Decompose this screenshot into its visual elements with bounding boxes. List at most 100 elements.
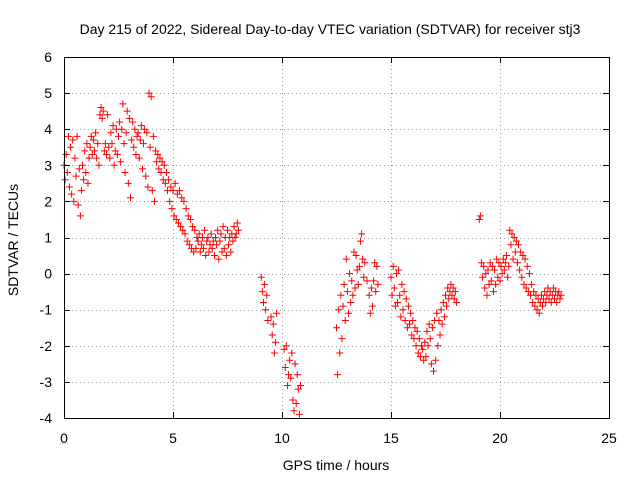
- data-point: [403, 324, 411, 332]
- data-point: [93, 154, 101, 162]
- data-point: [339, 302, 347, 310]
- data-point: [162, 169, 170, 177]
- data-point: [539, 302, 547, 310]
- data-point: [81, 147, 89, 155]
- data-point: [400, 288, 408, 296]
- data-point: [497, 262, 505, 270]
- data-point: [118, 125, 126, 133]
- data-point: [338, 335, 346, 343]
- data-point: [131, 125, 139, 133]
- data-point: [443, 302, 451, 310]
- data-point: [533, 306, 541, 314]
- data-point: [201, 226, 209, 234]
- data-point: [285, 371, 293, 379]
- data-point: [522, 284, 530, 292]
- data-point: [399, 306, 407, 314]
- data-point: [135, 154, 143, 162]
- data-point: [232, 230, 240, 238]
- data-point: [107, 129, 115, 137]
- data-point: [519, 252, 527, 260]
- data-point: [146, 143, 154, 151]
- data-point: [297, 382, 305, 390]
- data-point: [210, 252, 218, 260]
- data-point: [203, 237, 211, 245]
- data-point: [365, 291, 373, 299]
- data-point: [488, 262, 496, 270]
- data-point: [156, 154, 164, 162]
- data-point: [185, 241, 193, 249]
- data-point: [178, 194, 186, 202]
- data-point: [283, 382, 291, 390]
- data-point: [496, 277, 504, 285]
- data-point: [355, 262, 363, 270]
- data-point: [426, 335, 434, 343]
- y-tick-label: 4: [44, 121, 52, 137]
- data-point: [128, 136, 136, 144]
- data-point: [520, 280, 528, 288]
- data-point: [406, 320, 414, 328]
- data-point: [155, 165, 163, 173]
- data-point: [126, 194, 134, 202]
- data-point: [80, 176, 88, 184]
- data-point: [483, 291, 491, 299]
- data-point: [86, 143, 94, 151]
- data-point: [479, 273, 487, 281]
- data-point: [407, 309, 415, 317]
- data-point: [130, 143, 138, 151]
- data-point: [212, 234, 220, 241]
- data-point: [84, 179, 92, 187]
- data-point: [186, 215, 194, 223]
- data-point: [397, 313, 405, 321]
- data-point: [392, 270, 400, 278]
- data-point: [117, 158, 125, 166]
- y-tick-label: -1: [40, 302, 53, 318]
- data-point: [172, 215, 180, 223]
- data-point: [501, 259, 509, 267]
- data-point: [359, 255, 367, 263]
- data-point: [109, 122, 117, 130]
- data-point: [115, 132, 122, 140]
- data-point: [350, 248, 358, 256]
- data-point: [281, 363, 289, 371]
- data-point: [500, 266, 508, 274]
- data-point: [557, 291, 565, 299]
- data-point: [434, 342, 442, 350]
- data-point: [371, 259, 379, 267]
- data-point: [335, 306, 343, 314]
- data-point: [176, 187, 184, 195]
- data-point: [295, 410, 303, 418]
- y-tick-label: -2: [40, 338, 53, 354]
- data-point: [182, 205, 190, 213]
- data-point: [394, 298, 402, 306]
- data-point: [64, 132, 72, 140]
- data-point: [481, 284, 489, 292]
- data-point: [398, 280, 406, 288]
- data-point: [111, 147, 119, 155]
- data-point: [204, 234, 212, 241]
- data-point: [492, 280, 500, 288]
- data-point: [174, 219, 182, 227]
- data-point: [169, 187, 177, 195]
- data-point: [194, 237, 202, 245]
- data-point: [209, 237, 217, 245]
- data-point: [154, 150, 162, 158]
- data-point: [423, 327, 431, 335]
- data-point: [122, 129, 130, 137]
- data-point: [516, 266, 524, 274]
- data-point: [218, 248, 226, 256]
- data-point: [129, 118, 137, 126]
- data-point: [136, 136, 144, 144]
- data-point: [291, 360, 299, 368]
- data-point: [76, 212, 84, 220]
- data-point: [171, 179, 179, 187]
- x-tick-label: 5: [169, 430, 177, 446]
- data-point: [224, 226, 231, 234]
- data-point: [196, 248, 204, 256]
- data-point: [181, 230, 189, 238]
- data-point: [152, 147, 160, 155]
- data-point: [337, 291, 345, 299]
- data-point: [396, 291, 404, 299]
- data-point: [71, 154, 79, 162]
- data-point: [85, 154, 93, 162]
- data-point: [402, 295, 410, 303]
